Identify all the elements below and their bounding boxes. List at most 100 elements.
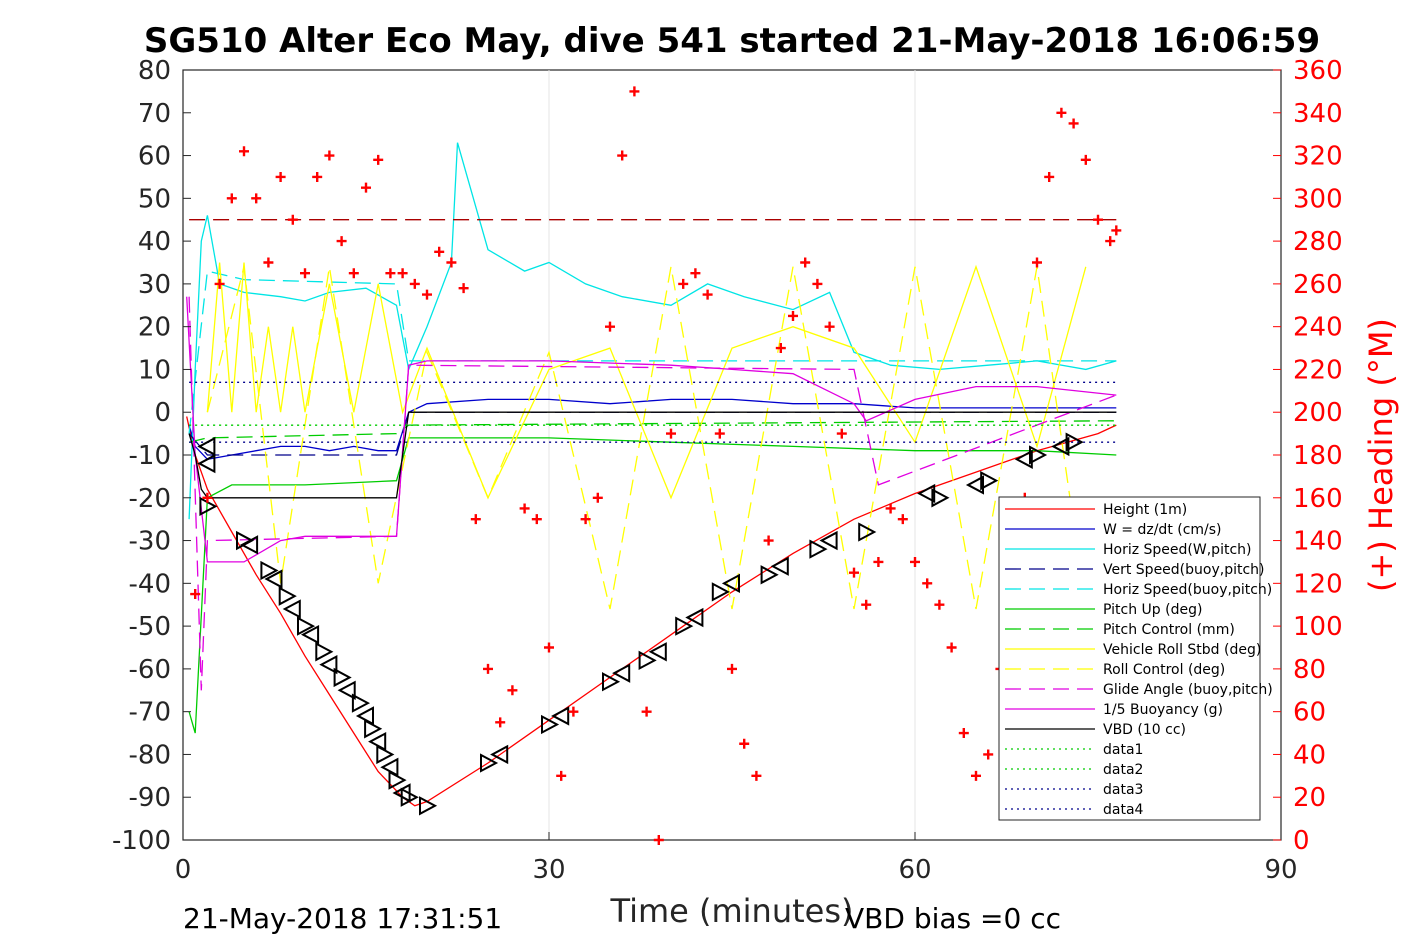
heading-point [983, 749, 994, 760]
dive-marker [333, 667, 352, 688]
y-right-tick-label: 340 [1293, 99, 1343, 129]
legend-label: data1 [1103, 742, 1143, 758]
y-left-tick-label: 20 [138, 313, 171, 343]
heading-point [483, 663, 493, 674]
heading-point [885, 503, 896, 514]
y-left-tick-label: -10 [129, 441, 171, 471]
heading-point [531, 514, 542, 525]
heading-point [568, 706, 579, 717]
heading-point [263, 257, 274, 268]
heading-point [190, 589, 201, 600]
y-right-tick-label: 100 [1293, 612, 1343, 642]
x-axis-ticks: 0 30 60 90 [175, 832, 1298, 885]
legend-label: Vehicle Roll Stbd (deg) [1103, 642, 1261, 658]
heading-point [788, 310, 798, 321]
heading-point [1068, 118, 1079, 129]
dive-marker [355, 706, 374, 726]
y-right-tick-label: 240 [1293, 313, 1343, 343]
y-right-tick-label: 0 [1293, 826, 1310, 856]
dive-marker [368, 731, 387, 752]
y-right-tick-label: 260 [1293, 270, 1343, 300]
heading-point [690, 268, 701, 279]
heading-point [409, 278, 420, 289]
dive-marker [419, 796, 438, 816]
dive-marker [760, 565, 779, 585]
y-right-tick-label: 120 [1293, 569, 1343, 599]
y-left-tick-label: 50 [138, 184, 171, 214]
heading-point [275, 171, 286, 182]
dive-marker [965, 475, 984, 495]
series-line [188, 142, 1117, 520]
legend-label: Horiz Speed(W,pitch) [1103, 542, 1251, 558]
grid-lines [548, 70, 916, 840]
dive-marker [264, 569, 283, 589]
dive-marker [980, 471, 999, 491]
series-line [188, 411, 1117, 499]
marker-layer [197, 432, 1084, 816]
heading-point [312, 171, 323, 182]
dive-marker [239, 535, 259, 555]
heading-point [946, 642, 957, 653]
heading-point [678, 278, 689, 289]
heading-series [190, 86, 1122, 845]
dive-marker [392, 783, 411, 803]
y-left-tick-label: -20 [129, 484, 171, 514]
dive-marker [278, 586, 297, 606]
legend: Height (1m) W = dz/dt (cm/s) Horiz Speed(W… [998, 496, 1273, 821]
heading-point [958, 728, 969, 739]
dive-marker [711, 582, 730, 602]
dive-marker [1051, 436, 1070, 457]
heading-point [446, 257, 457, 268]
heading-point [495, 717, 506, 728]
dive-marker [315, 642, 334, 662]
x-tick-label: 60 [898, 855, 931, 885]
y-right-tick-label: 180 [1293, 441, 1343, 471]
dive-marker [819, 530, 838, 551]
legend-label: Pitch Control (mm) [1103, 622, 1235, 638]
heading-point [1080, 154, 1091, 165]
heading-point [849, 567, 859, 578]
dive-marker [282, 599, 301, 619]
series-line [206, 266, 1087, 610]
heading-point [239, 146, 249, 157]
dive-marker [612, 663, 631, 683]
legend-label: data4 [1103, 802, 1144, 818]
heading-point [971, 770, 981, 781]
legend-label: data2 [1103, 762, 1143, 778]
y-left-tick-label: -60 [129, 655, 171, 685]
heading-point [934, 599, 945, 610]
heading-point [897, 514, 908, 525]
dive-marker [380, 757, 399, 777]
y-right-tick-label: 200 [1293, 398, 1343, 428]
heading-point [775, 343, 786, 354]
y-right-tick-label: 320 [1293, 142, 1343, 172]
heading-layer [190, 86, 1122, 845]
heading-point [836, 428, 847, 439]
legend-box [998, 496, 1261, 821]
dive-marker [675, 616, 694, 636]
dive-marker [648, 642, 667, 662]
heading-point [751, 770, 762, 781]
heading-point [287, 214, 298, 225]
y-right-tick-label: 300 [1293, 184, 1343, 214]
series-line [206, 262, 1087, 500]
y-right-tick-label: 160 [1293, 484, 1343, 514]
y-right-tick-label: 360 [1293, 56, 1343, 86]
legend-label: Pitch Up (deg) [1103, 602, 1202, 618]
heading-point [324, 150, 335, 161]
dive-marker [638, 650, 657, 670]
y-left-tick-label: -90 [129, 783, 171, 813]
heading-point [507, 685, 518, 696]
heading-point [1105, 236, 1116, 247]
legend-label: Glide Angle (buoy,pitch) [1103, 682, 1273, 698]
dive-marker [337, 680, 356, 700]
heading-point [202, 492, 213, 503]
heading-point [519, 503, 530, 514]
dive-marker [197, 436, 216, 457]
dive-marker [319, 654, 338, 675]
footer-vbd-bias: VBD bias =0 cc [845, 902, 1061, 935]
dive-marker [602, 672, 621, 692]
series-layer [186, 142, 1117, 807]
heading-point [653, 835, 664, 845]
y-left-tick-label: 40 [138, 227, 171, 257]
